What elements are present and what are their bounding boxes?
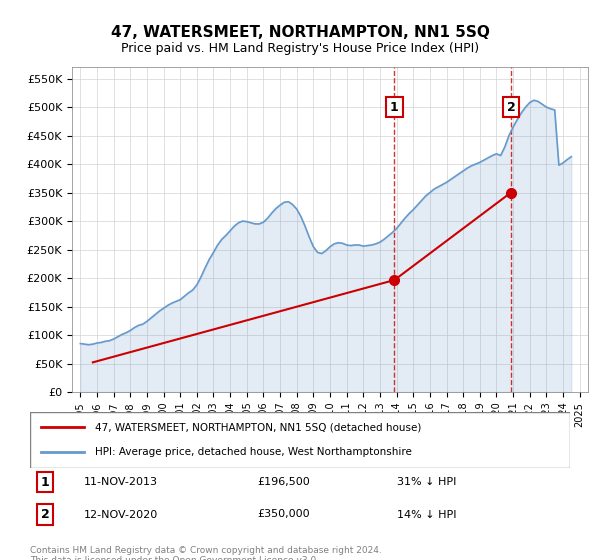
Text: HPI: Average price, detached house, West Northamptonshire: HPI: Average price, detached house, West… (95, 447, 412, 457)
Text: 1: 1 (41, 475, 50, 489)
Text: 12-NOV-2020: 12-NOV-2020 (84, 510, 158, 520)
Text: £196,500: £196,500 (257, 477, 310, 487)
Text: 11-NOV-2013: 11-NOV-2013 (84, 477, 158, 487)
FancyBboxPatch shape (30, 412, 570, 468)
Text: 47, WATERSMEET, NORTHAMPTON, NN1 5SQ (detached house): 47, WATERSMEET, NORTHAMPTON, NN1 5SQ (de… (95, 422, 421, 432)
Text: 31% ↓ HPI: 31% ↓ HPI (397, 477, 457, 487)
Text: 2: 2 (506, 101, 515, 114)
Text: Contains HM Land Registry data © Crown copyright and database right 2024.
This d: Contains HM Land Registry data © Crown c… (30, 546, 382, 560)
Text: 14% ↓ HPI: 14% ↓ HPI (397, 510, 457, 520)
Text: £350,000: £350,000 (257, 510, 310, 520)
Text: 47, WATERSMEET, NORTHAMPTON, NN1 5SQ: 47, WATERSMEET, NORTHAMPTON, NN1 5SQ (110, 25, 490, 40)
Text: Price paid vs. HM Land Registry's House Price Index (HPI): Price paid vs. HM Land Registry's House … (121, 42, 479, 55)
Text: 2: 2 (41, 508, 50, 521)
Text: 1: 1 (390, 101, 399, 114)
